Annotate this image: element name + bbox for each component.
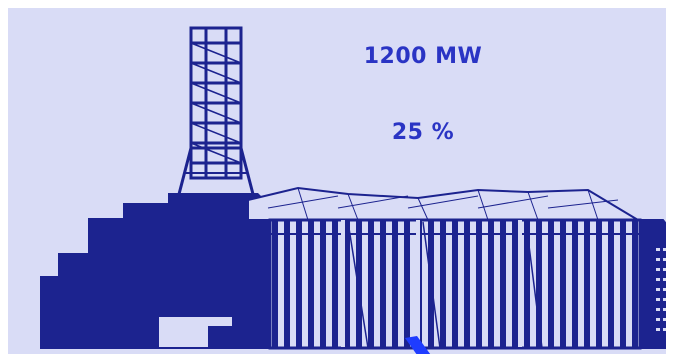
sarcophagus-roof	[247, 186, 642, 221]
power-percent-readout: 25 %	[391, 120, 455, 145]
needle-indicator	[405, 336, 431, 354]
nuclear-power-plant-icon	[40, 26, 666, 354]
buttress-wall	[268, 218, 642, 350]
turbine-hall-annex	[639, 219, 666, 349]
ventilation-stack	[176, 26, 256, 199]
reactor-building-base	[40, 193, 278, 349]
power-output-readout: 1200 MW	[363, 44, 483, 69]
